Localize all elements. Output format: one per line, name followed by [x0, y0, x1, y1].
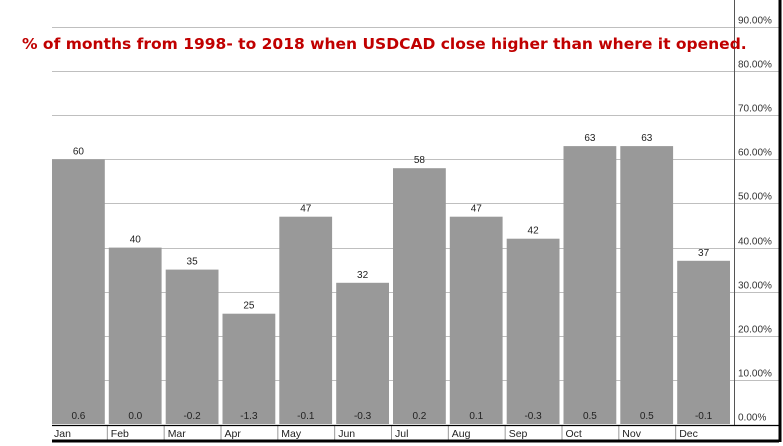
x-tick-label: Apr [225, 428, 242, 440]
bar-mar [165, 269, 219, 424]
bar-value-label: 32 [357, 270, 369, 281]
bar-value-label: 37 [698, 248, 710, 259]
x-tick-label: Jul [395, 428, 408, 440]
bar-bottom-label: -0.3 [354, 411, 372, 422]
bar-value-label: 58 [414, 155, 426, 166]
x-tick-label: Dec [679, 428, 698, 440]
x-tick-label: Feb [111, 428, 129, 440]
x-tick-label: May [281, 428, 302, 440]
y-tick-label: 70.00% [738, 104, 772, 115]
y-tick-label: 50.00% [738, 192, 772, 203]
x-tick-label: Jun [338, 428, 355, 440]
bar-value-label: 35 [187, 257, 199, 268]
bar-value-label: 25 [243, 301, 255, 312]
x-tick-label: Oct [566, 428, 582, 440]
x-tick-label: Jan [54, 428, 71, 440]
bars [52, 146, 730, 425]
bar-may [279, 216, 333, 424]
bar-bottom-label: 0.0 [128, 411, 142, 422]
y-tick-label: 20.00% [738, 325, 772, 336]
bar-bottom-label: -0.2 [183, 411, 201, 422]
y-tick-label: 0.00% [738, 413, 766, 424]
bar-dec [677, 260, 730, 424]
bar-bottom-label: -1.3 [240, 411, 258, 422]
y-tick-label: 80.00% [738, 60, 772, 71]
bar-nov [620, 146, 674, 424]
y-tick-label: 30.00% [738, 281, 772, 292]
y-tick-label: 60.00% [738, 148, 772, 159]
bar-bottom-label: 0.5 [640, 411, 654, 422]
bar-value-label: 60 [73, 146, 85, 157]
y-tick-label: 90.00% [738, 16, 772, 27]
x-tick-label: Aug [452, 428, 471, 440]
bar-oct [563, 146, 617, 424]
bar-sep [506, 238, 560, 424]
bar-value-label: 63 [641, 133, 653, 144]
bar-aug [449, 216, 503, 424]
bar-value-label: 47 [300, 204, 312, 215]
bar-feb [108, 247, 162, 424]
bar-bottom-label: -0.3 [524, 411, 542, 422]
bar-value-label: 47 [471, 204, 483, 215]
bar-bottom-label: 0.6 [71, 411, 85, 422]
bar-jul [393, 168, 446, 424]
bar-bottom-label: 0.1 [469, 411, 483, 422]
bar-value-label: 40 [130, 235, 142, 246]
y-tick-label: 40.00% [738, 237, 772, 248]
axes: 0.00% 10.00% 20.00% 30.00% 40.00% 50.00% 60.00… [52, 0, 782, 443]
chart-title: % of months from 1998- to 2018 when USDC… [22, 35, 747, 53]
bar-bottom-label: -0.1 [695, 411, 713, 422]
bar-value-label: 63 [584, 133, 596, 144]
bar-value-label: 42 [528, 226, 540, 237]
bar-bottom-label: 0.2 [412, 411, 426, 422]
x-tick-label: Sep [509, 428, 528, 440]
bar-jun [336, 282, 389, 424]
bar-apr [222, 313, 276, 424]
bar-bottom-label: -0.1 [297, 411, 315, 422]
bar-labels: 60 0.6 40 0.0 35 -0.2 25 -1.3 47 -0.1 32 -0.3 58 0.2 4… [71, 133, 712, 422]
bar-jan [52, 159, 105, 425]
x-tick-label: Nov [622, 428, 641, 440]
y-tick-label: 10.00% [738, 369, 772, 380]
bar-bottom-label: 0.5 [583, 411, 597, 422]
x-tick-label: Mar [168, 428, 187, 440]
